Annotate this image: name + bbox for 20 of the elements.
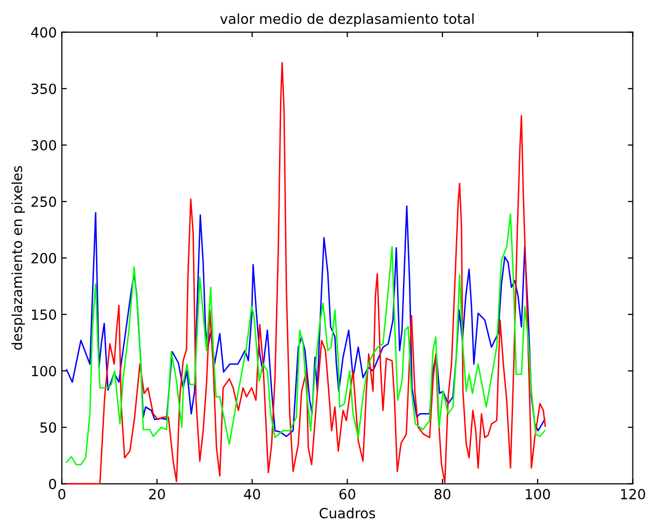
y-axis-title: desplazamiento en pixeles xyxy=(11,166,25,350)
y-tick-label: 200 xyxy=(31,252,56,264)
y-tick-label: 0 xyxy=(49,478,56,490)
y-tick-label: 250 xyxy=(31,196,56,207)
y-tick-label: 50 xyxy=(40,422,56,433)
chart-title: valor medio de dezplasamiento total xyxy=(220,13,474,27)
x-tick-label: 120 xyxy=(621,488,646,500)
x-tick-label: 0 xyxy=(58,488,66,500)
x-tick-label: 80 xyxy=(434,488,450,500)
x-axis-title: Cuadros xyxy=(320,508,376,518)
x-tick-label: 60 xyxy=(339,488,356,500)
x-tick-label: 40 xyxy=(244,488,260,500)
y-tick-label: 350 xyxy=(32,84,56,94)
x-tick-label: 100 xyxy=(526,488,550,500)
x-tick-label: 20 xyxy=(149,488,165,500)
y-tick-label: 300 xyxy=(32,140,56,151)
y-tick-label: 150 xyxy=(32,309,56,320)
y-tick-label: 400 xyxy=(31,27,56,38)
line-series xyxy=(66,62,546,484)
y-tick-label: 100 xyxy=(32,366,56,376)
